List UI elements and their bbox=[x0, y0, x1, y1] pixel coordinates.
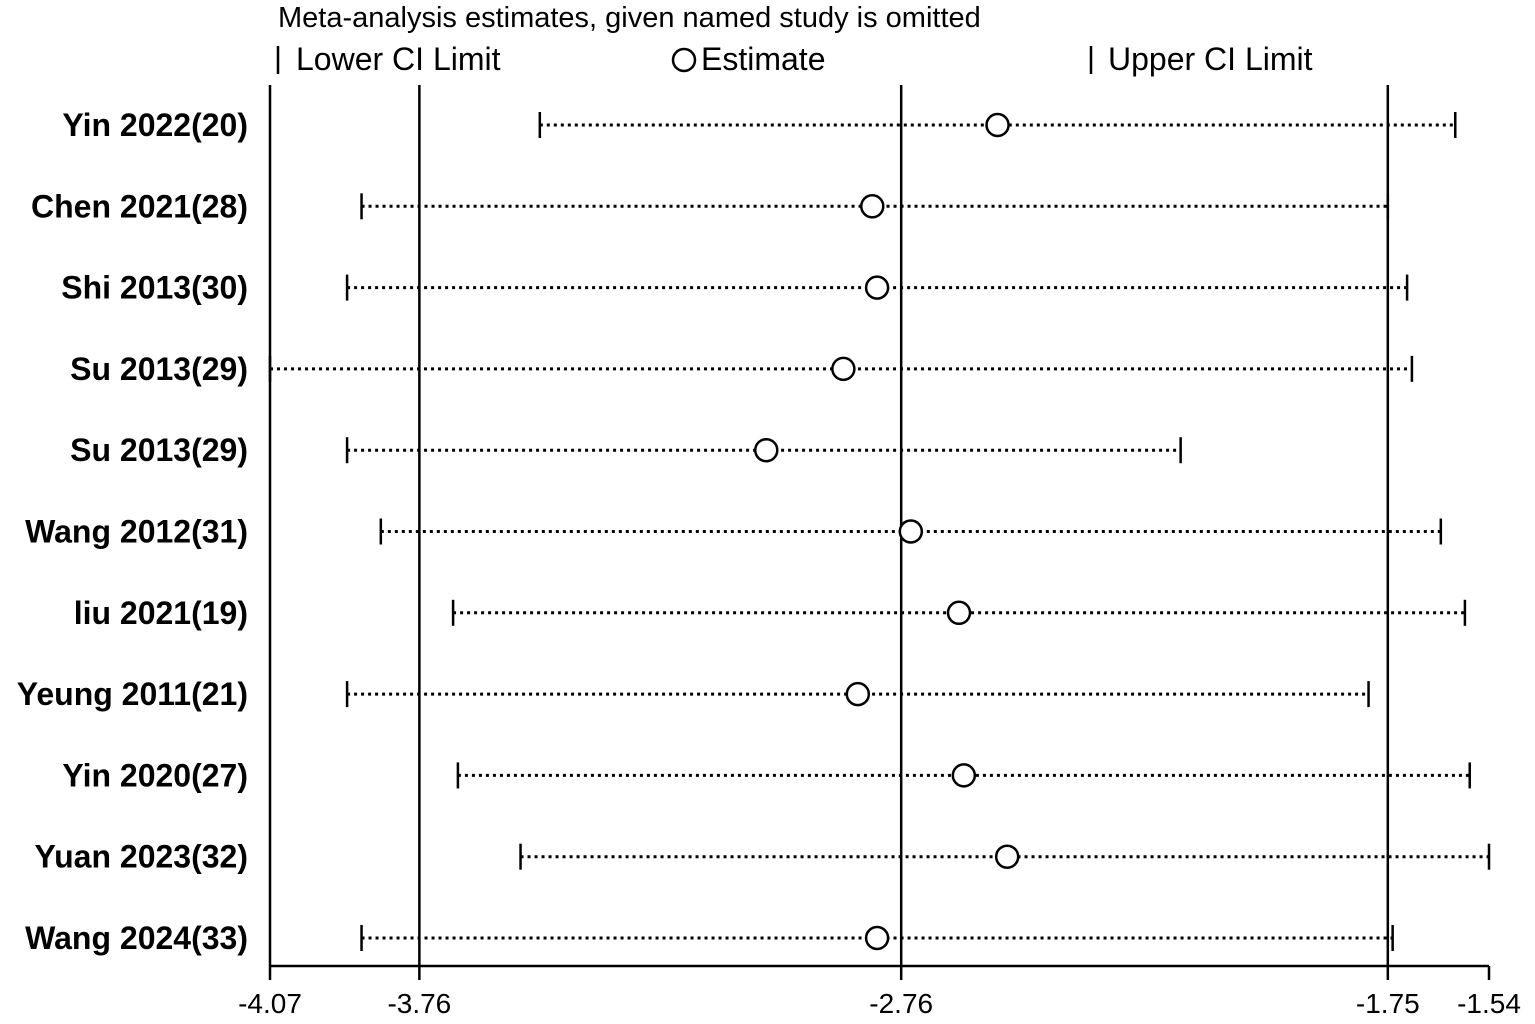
x-tick-label-2: -2.76 bbox=[869, 988, 933, 1019]
estimate-marker bbox=[898, 519, 924, 544]
estimate-marker bbox=[994, 844, 1020, 869]
legend-estimate-label: Estimate bbox=[701, 41, 825, 77]
estimate-marker bbox=[946, 600, 972, 626]
study-label: Su 2013(29) bbox=[70, 432, 248, 468]
study-row: Wang 2012(31) bbox=[25, 514, 1443, 550]
x-axis-ticks: -4.07 -3.76 -2.76 -1.75 -1.54 bbox=[238, 966, 1521, 1019]
x-tick-label-1: -3.76 bbox=[387, 988, 451, 1019]
legend-upper-label: Upper CI Limit bbox=[1108, 41, 1313, 77]
estimate-marker bbox=[754, 437, 779, 463]
x-tick-label-0: -4.07 bbox=[238, 988, 302, 1019]
legend: Lower CI Limit Estimate Upper CI Limit bbox=[276, 41, 1313, 77]
estimate-marker bbox=[831, 356, 856, 382]
estimate-marker bbox=[845, 681, 871, 707]
estimate-marker bbox=[864, 925, 890, 951]
study-label: Shi 2013(30) bbox=[61, 270, 248, 306]
study-row: liu 2021(19) bbox=[74, 595, 1467, 631]
legend-estimate-marker bbox=[671, 47, 697, 73]
study-label: Su 2013(29) bbox=[70, 351, 248, 387]
x-tick-label-3: -1.75 bbox=[1356, 988, 1420, 1019]
study-label: Yin 2022(20) bbox=[62, 107, 248, 143]
chart-title: Meta-analysis estimates, given named stu… bbox=[278, 2, 981, 34]
estimate-marker bbox=[985, 112, 1010, 138]
study-label: Chen 2021(28) bbox=[31, 188, 248, 224]
study-row: Shi 2013(30) bbox=[61, 270, 1409, 306]
study-label: Yuan 2023(32) bbox=[35, 839, 248, 875]
x-tick-label-4: -1.54 bbox=[1457, 988, 1521, 1019]
study-row: Chen 2021(28) bbox=[31, 188, 1390, 224]
study-row: Yuan 2023(32) bbox=[35, 839, 1491, 875]
study-label: Yeung 2011(21) bbox=[17, 676, 248, 712]
study-label: liu 2021(19) bbox=[74, 595, 248, 631]
study-label: Wang 2024(33) bbox=[25, 920, 248, 956]
study-row: Yeung 2011(21) bbox=[17, 676, 1370, 712]
study-label: Wang 2012(31) bbox=[25, 514, 248, 550]
study-row: Su 2013(29) bbox=[70, 351, 1414, 387]
study-row: Yin 2022(20) bbox=[62, 107, 1457, 143]
study-row: Wang 2024(33) bbox=[25, 920, 1394, 956]
estimate-marker bbox=[864, 275, 890, 300]
estimate-marker bbox=[860, 194, 885, 219]
legend-lower-label: Lower CI Limit bbox=[296, 41, 501, 77]
study-row: Yin 2020(27) bbox=[62, 757, 1471, 793]
study-rows: Yin 2022(20) Chen 2021(28) Shi 2013(30) Su … bbox=[17, 107, 1491, 956]
study-row: Su 2013(29) bbox=[70, 432, 1182, 468]
estimate-marker bbox=[951, 763, 977, 788]
study-label: Yin 2020(27) bbox=[62, 757, 248, 793]
